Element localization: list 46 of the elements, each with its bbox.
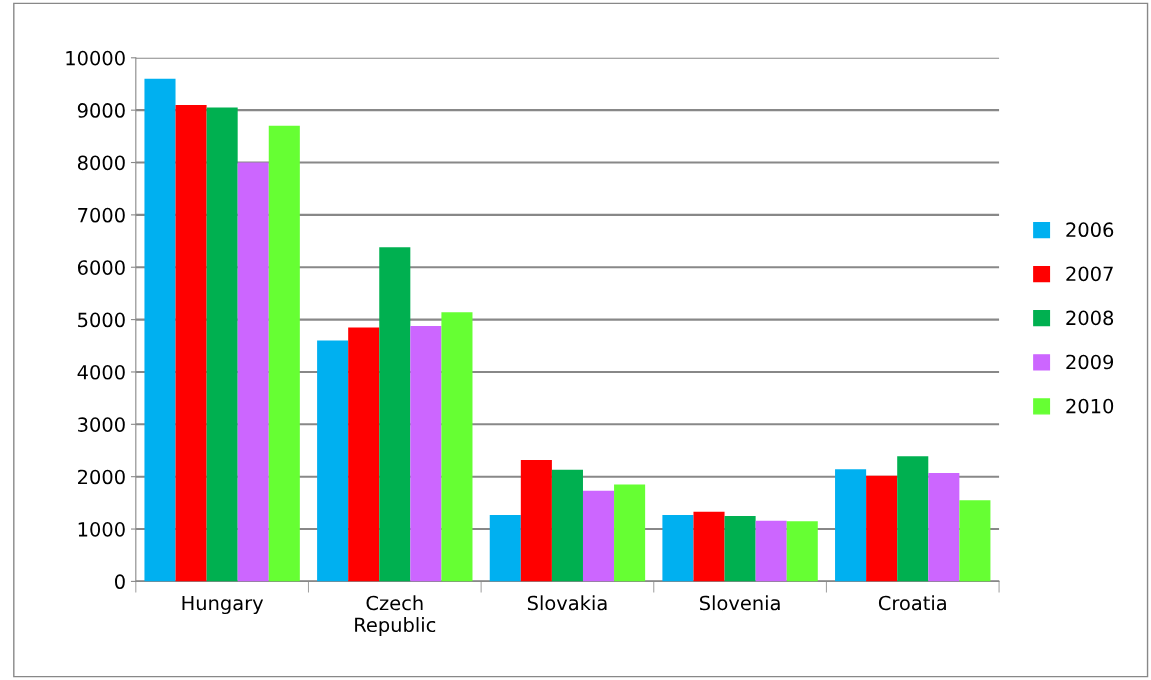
y-tick-label: 2000 xyxy=(78,469,125,485)
bar xyxy=(835,469,867,582)
bar xyxy=(582,490,615,582)
bar xyxy=(866,475,898,582)
bar xyxy=(237,162,269,582)
y-tick-label: 6000 xyxy=(77,260,125,275)
bar xyxy=(348,327,380,582)
bar xyxy=(489,514,521,582)
bar xyxy=(786,521,818,582)
bar xyxy=(662,514,694,582)
y-tick-label: 8000 xyxy=(77,155,125,171)
legend-label: 2006 xyxy=(1066,222,1114,238)
bar xyxy=(317,340,349,582)
bar xyxy=(928,473,960,582)
legend-label: 2007 xyxy=(1066,266,1113,282)
bar xyxy=(693,511,725,582)
bar xyxy=(410,325,442,582)
x-tick-label: Slovakia xyxy=(527,595,607,611)
bar xyxy=(520,459,552,582)
bar xyxy=(144,78,176,582)
y-tick-label: 1000 xyxy=(78,522,125,537)
bar xyxy=(175,104,207,582)
legend-label: 2009 xyxy=(1066,354,1114,370)
x-tick-label: Hungary xyxy=(182,595,264,615)
bar xyxy=(441,312,473,582)
y-tick-label: 5000 xyxy=(78,312,125,328)
y-tick-label: 7000 xyxy=(78,207,125,223)
legend-label: 2010 xyxy=(1066,398,1114,414)
legend-label: 2008 xyxy=(1066,310,1114,326)
bar xyxy=(724,515,756,582)
y-tick-label: 10000 xyxy=(66,50,125,66)
bar xyxy=(959,500,991,582)
bar xyxy=(268,125,300,582)
bar xyxy=(614,484,646,582)
y-tick-label: 3000 xyxy=(78,417,125,432)
bar xyxy=(897,456,929,582)
y-tick-label: 0 xyxy=(115,574,125,590)
y-tick-label: 4000 xyxy=(77,364,125,380)
y-tick-label: 9000 xyxy=(77,103,125,118)
bar xyxy=(551,469,583,582)
x-tick-label: Czech Republic xyxy=(355,595,436,636)
bar xyxy=(379,247,411,582)
bar xyxy=(755,520,787,582)
x-tick-label: Croatia xyxy=(878,595,946,611)
x-tick-label: Slovenia xyxy=(700,595,780,611)
bar xyxy=(206,107,238,582)
